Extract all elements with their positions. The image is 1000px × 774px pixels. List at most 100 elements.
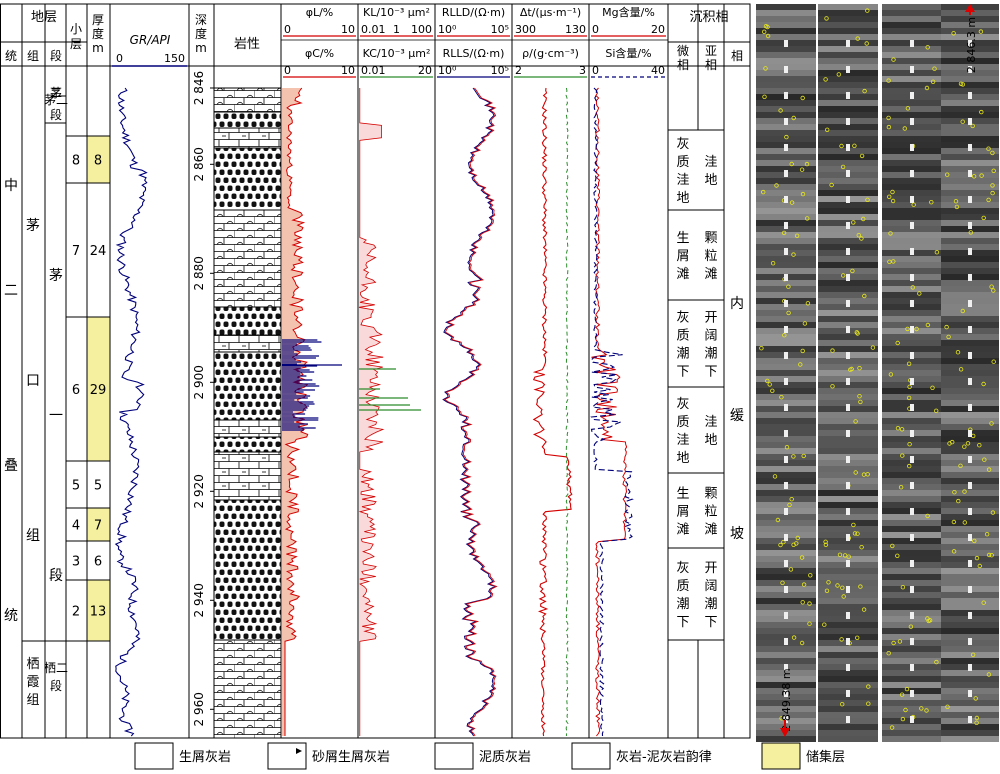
core-pore [851,220,856,225]
core-band [756,154,816,160]
core-pore [840,702,845,707]
track-title-rho: ρ/(g·cm⁻³) [522,47,579,60]
core-pore [900,716,906,722]
legend-label: 储集层 [806,749,845,765]
core-band [756,622,816,628]
core-band [818,550,878,556]
core-band [941,106,999,112]
core-pore [970,652,976,657]
core-band [818,676,878,682]
core-band [941,502,999,508]
core-pore [895,553,900,558]
core-pore [824,588,830,593]
track-min-si: 0 [592,64,599,77]
core-pore [906,361,912,366]
core-pore [951,519,957,525]
track-max-phiC: 10 [341,64,355,77]
core-band [818,514,878,520]
core-tag [784,404,788,411]
core-tag [910,638,914,645]
core-pore [932,66,937,71]
svg-text:组: 组 [26,693,39,708]
microfacies-label: 下 [676,365,689,380]
subfacies-label: 下 [704,615,717,630]
core-tag [910,690,914,697]
core-band [941,646,999,652]
core-band [818,652,878,658]
core-band [941,634,999,640]
microfacies-label: 质 [676,415,689,430]
legend-label: 泥质灰岩 [479,750,531,765]
core-band [941,574,999,580]
core-pore [782,333,787,338]
core-tag [910,560,914,567]
core-pore [979,109,984,115]
lithology-marl [213,334,282,353]
phase-header: 相 [731,49,743,63]
facies-row [667,472,725,549]
core-pore [800,95,805,101]
core-pore [990,183,995,188]
core-pore [839,143,844,149]
core-band [882,34,942,40]
core-band [941,526,999,532]
core-pore [865,197,870,202]
core-tag [910,456,914,463]
core-band [818,154,878,160]
core-band [941,424,999,430]
core-tag [784,586,788,593]
core-pore [791,252,796,257]
core-band [818,22,878,28]
core-band [882,724,942,730]
section-label-m1: 茅 [49,268,63,284]
core-band [818,526,878,532]
core-band [756,322,816,328]
core-tag [846,690,850,697]
reservoir-cell [87,580,110,641]
core-band [882,112,942,118]
core-band [818,412,878,418]
core-tag [846,716,850,723]
core-band [756,418,816,424]
track-max-dt: 130 [565,23,586,36]
core-band [882,424,942,430]
core-band [818,4,878,10]
svg-text:组: 组 [26,528,40,544]
core-pore [789,497,794,502]
core-band [818,340,878,346]
core-pore [934,249,940,255]
core-pore [905,106,911,111]
track-min-RLLS: 10⁰ [438,64,457,77]
core-tag [846,92,850,99]
core-band [941,346,999,352]
core-pore [990,150,995,156]
subfacies-label: 下 [704,365,717,380]
core-band [882,580,942,586]
core-tag [968,300,972,307]
microfacies-label: 生 [676,231,689,246]
svg-text:叠: 叠 [4,458,18,474]
core-tag [910,612,914,619]
core-band [756,106,816,112]
core-pore [778,108,783,113]
core-tag [784,40,788,47]
gr-max: 150 [164,52,185,65]
microfacies-label: 灰 [676,137,689,152]
core-pore [888,372,894,377]
core-band [818,424,878,430]
core-band [818,496,878,502]
core-tag [910,170,914,177]
mg-curve [591,87,628,737]
core-tag [784,690,788,697]
core-pore [761,189,766,195]
core-band [941,394,999,400]
core-band [882,184,942,190]
core-tag [846,326,850,333]
reservoir-cell [87,317,110,461]
track-max-RLLS: 10⁵ [491,64,509,77]
core-band [818,214,878,220]
core-tag [910,352,914,359]
core-band [882,190,942,196]
core-band [756,364,816,370]
microfacies-label: 屑 [676,505,689,520]
